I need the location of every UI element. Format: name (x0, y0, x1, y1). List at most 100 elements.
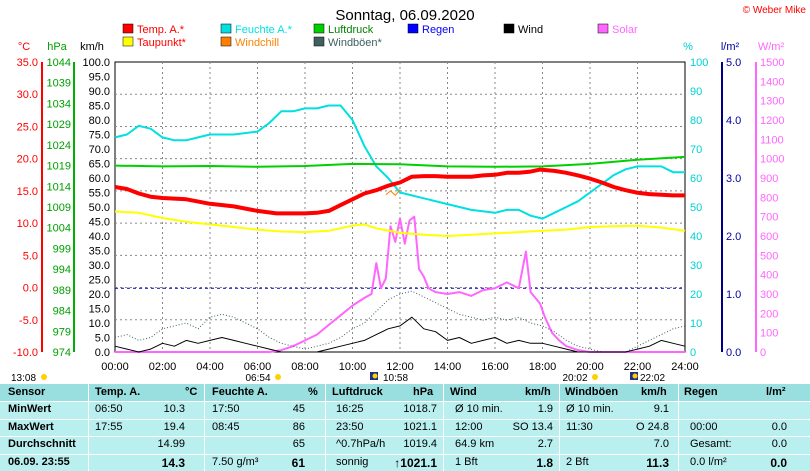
header-temp: Temp. A. (95, 386, 141, 398)
table-cell: Ø 10 min. (566, 403, 614, 415)
axis-tick-solar: 1500 (760, 57, 784, 69)
series-luftdruck (114, 155, 686, 168)
legend-label: Luftdruck (328, 24, 374, 36)
axis-tick-solar: 600 (760, 231, 778, 243)
x-tick-label: 12:00 (386, 361, 414, 373)
axis-tick-solar: 200 (760, 308, 778, 320)
grid (115, 62, 685, 352)
axis-tick-temp: -5.0 (19, 315, 38, 327)
axis-tick-wind: 90.0 (89, 86, 110, 98)
axis-tick-rain: 5.0 (726, 57, 741, 69)
x-tick-label: 06:00 (244, 361, 272, 373)
legend-label: Solar (612, 24, 638, 36)
x-axis: 00:00 02:00 04:00 06:00 08:00 10:00 12:00 14:00… (101, 361, 699, 373)
axis-tick-humidity: 50 (690, 202, 702, 214)
table-row-label: Durchschnitt (8, 438, 76, 450)
axis-tick-wind: 60.0 (89, 173, 110, 185)
axis-tick-wind: 75.0 (89, 130, 110, 142)
series-windb-en (114, 290, 686, 353)
series-taupunkt (114, 210, 686, 237)
axis-tick-pressure: 1004 (47, 223, 71, 235)
table-row-label: MinWert (8, 403, 52, 415)
axis-tick-solar: 700 (760, 212, 778, 224)
table-cell: 17:55 (95, 420, 123, 433)
axis-tick-pressure: 984 (53, 306, 71, 318)
axis-tick-pressure: 1019 (47, 161, 71, 173)
axis-tick-humidity: 100 (690, 57, 708, 69)
table-cell: ↑1021.1 (394, 455, 437, 470)
axis-tick-wind: 45.0 (89, 217, 110, 229)
legend-swatch (407, 23, 419, 34)
marker-sun-time: 13:08 (11, 373, 36, 384)
axis-tick-humidity: 0 (690, 347, 696, 359)
axis-tick-temp: 20.0 (17, 154, 38, 166)
table-cell: Gesamt: (690, 438, 732, 450)
table-row: MinWert 06:50 10.3 17:50 45 16:25 1018.7 Ø 10 m… (0, 401, 810, 418)
sun-icon (41, 374, 47, 380)
axis-unit-temp: °C (18, 41, 30, 53)
axis-tick-humidity: 20 (690, 289, 702, 301)
legend-label: Temp. A.* (137, 24, 185, 36)
x-tick-label: 00:00 (101, 361, 129, 373)
table-cell: 0.0 (771, 420, 787, 433)
x-tick-label: 14:00 (434, 361, 462, 373)
table-cell: 11.3 (646, 455, 669, 470)
header-humidity: Feuchte A. (212, 386, 268, 398)
table-cell: 0.0 (771, 438, 787, 450)
table-row: Durchschnitt 14.99 65 ^0.7hPa/h 1019.4 64.9 k… (0, 436, 810, 453)
x-tick-label: 16:00 (481, 361, 509, 373)
table-cell: 19.4 (163, 420, 185, 433)
table-cell: ^0.7hPa/h (336, 438, 386, 450)
sun-icon (592, 374, 598, 380)
series-temp-a (114, 167, 685, 216)
table-cell: 14.3 (161, 455, 185, 470)
axis-tick-rain: 2.0 (726, 231, 741, 243)
legend-label: Feuchte A.* (235, 24, 293, 36)
table-cell: 1018.7 (403, 403, 437, 415)
axis-tick-solar: 100 (760, 328, 778, 340)
axis-tick-humidity: 70 (690, 144, 702, 156)
table-cell: 65 (292, 438, 305, 450)
x-tick-label: 04:00 (196, 361, 224, 373)
x-tick-label: 20:00 (576, 361, 604, 373)
axis-unit-wind: km/h (80, 41, 104, 53)
stats-table: Sensor Temp. A. °C Feuchte A. % Luftdruc… (0, 384, 810, 471)
axis-tick-pressure: 1024 (47, 140, 71, 152)
legend-swatch (220, 36, 232, 47)
header-gusts: Windböen (565, 386, 619, 398)
axis-tick-pressure: 1044 (47, 57, 71, 69)
axis-tick-wind: 50.0 (89, 202, 110, 214)
sun-moon-markers: 13:08 06:54 10:58 20:02 22:02 (11, 372, 665, 384)
marker-sun-time: 20:02 (562, 373, 587, 384)
table-cell: 08:45 (212, 420, 240, 433)
axis-tick-temp: 15.0 (17, 186, 38, 198)
table-cell: 7.50 g/m³ (212, 455, 259, 468)
axis-tick-temp: 10.0 (17, 218, 38, 230)
table-cell: 16:25 (336, 403, 364, 415)
table-cell: 23:50 (336, 420, 364, 433)
axis-tick-wind: 80.0 (89, 115, 110, 127)
table-cell: 61 (291, 455, 305, 470)
table-cell: 0.0 (770, 455, 787, 470)
table-cell: 2.7 (537, 438, 553, 450)
axis-tick-solar: 300 (760, 289, 778, 301)
legend-swatch (313, 23, 325, 34)
axis-tick-solar: 1400 (760, 76, 784, 88)
table-cell: 1.9 (537, 403, 553, 415)
axis-tick-wind: 5.0 (95, 333, 110, 345)
axis-tick-wind: 20.0 (89, 289, 110, 301)
table-cell: 45 (292, 403, 305, 415)
table-cell: 00:00 (690, 420, 718, 433)
axis-tick-pressure: 1029 (47, 119, 71, 131)
axis-tick-humidity: 90 (690, 86, 702, 98)
marker-sun-time: 06:54 (245, 373, 270, 384)
table-cell: 10.3 (163, 403, 185, 415)
legend-swatch (122, 36, 134, 47)
x-tick-label: 18:00 (529, 361, 557, 373)
axis-tick-pressure: 1014 (47, 181, 71, 193)
table-cell: 1019.4 (403, 438, 437, 450)
table-header-row: Sensor Temp. A. °C Feuchte A. % Luftdruc… (0, 384, 810, 401)
table-cell: 14.99 (157, 438, 185, 450)
table-cell: O 24.8 (635, 420, 669, 433)
axis-tick-solar: 900 (760, 173, 778, 185)
